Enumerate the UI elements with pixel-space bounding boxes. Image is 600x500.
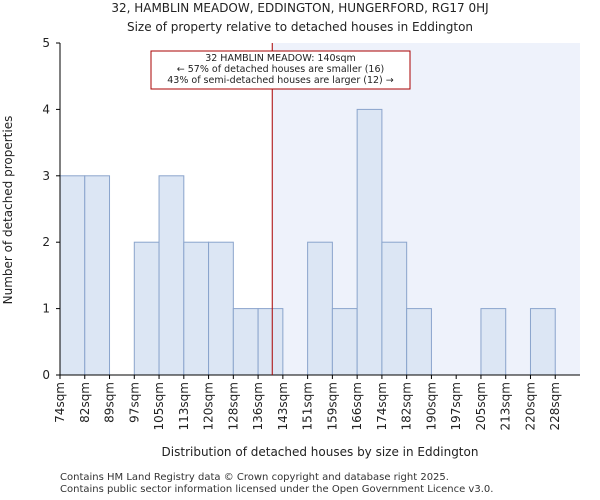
x-tick-label: 113sqm [177,382,191,430]
y-axis-label: Number of detached properties [1,116,15,305]
bar-182sqm [406,308,432,376]
annotation-line-3: 43% of semi-detached houses are larger (… [167,75,394,86]
x-tick-label: 151sqm [301,382,315,430]
bar-159sqm [331,308,358,376]
x-tick-label: 105sqm [152,382,166,430]
bar-128sqm [232,308,259,376]
bar-220sqm [529,308,556,376]
x-tick-label: 220sqm [523,382,537,430]
bar-105sqm [158,175,185,376]
x-tick-label: 136sqm [251,382,265,430]
x-tick-label: 82sqm [78,382,92,423]
bar-113sqm [183,241,210,376]
x-tick-label: 159sqm [325,382,339,430]
y-tick-label: 4 [42,102,50,116]
x-axis-label: Distribution of detached houses by size … [162,445,479,459]
x-tick-label: 97sqm [127,382,141,423]
footer-line-2: Contains public sector information licen… [60,484,494,495]
chart-title: 32, HAMBLIN MEADOW, EDDINGTON, HUNGERFOR… [111,1,488,15]
y-tick-label: 1 [42,302,50,316]
x-tick-label: 174sqm [375,382,389,430]
bar-136sqm [257,308,284,376]
y-tick-label: 5 [42,36,50,50]
annotation-line-2: ← 57% of detached houses are smaller (16… [177,64,384,75]
bar-120sqm [208,241,234,376]
y-tick-label: 3 [42,169,50,183]
annotation-line-1: 32 HAMBLIN MEADOW: 140sqm [205,53,356,64]
bar-97sqm [133,241,160,376]
bar-174sqm [381,241,408,376]
bar-205sqm [480,308,507,376]
plot-area: 0 1 2 3 4 5 74sqm 82sqm 89sqm 97sqm 105sqm 113sqm 12… [42,36,580,430]
x-tick-label: 213sqm [499,382,513,430]
annotation-box [150,50,411,90]
x-tick-label: 120sqm [202,382,216,430]
x-tick-label: 182sqm [400,382,414,430]
x-tick-label: 89sqm [103,382,117,423]
x-tick-label: 128sqm [226,382,240,430]
x-tick-label: 143sqm [276,382,290,430]
y-tick-label: 2 [42,235,50,249]
x-tick-label: 190sqm [424,382,438,430]
x-tick-label: 166sqm [350,382,364,430]
bar-74sqm [59,175,86,376]
x-tick-label: 197sqm [449,382,463,430]
bar-82sqm [84,175,111,376]
footer-line-1: Contains HM Land Registry data © Crown c… [60,472,449,483]
x-tick-label: 228sqm [548,382,562,430]
chart-subtitle: Size of property relative to detached ho… [127,20,473,34]
x-tick-label: 205sqm [474,382,488,430]
bar-151sqm [307,241,333,376]
y-tick-label: 0 [42,368,50,382]
x-tick-label: 74sqm [53,382,67,423]
bar-166sqm [356,108,383,376]
